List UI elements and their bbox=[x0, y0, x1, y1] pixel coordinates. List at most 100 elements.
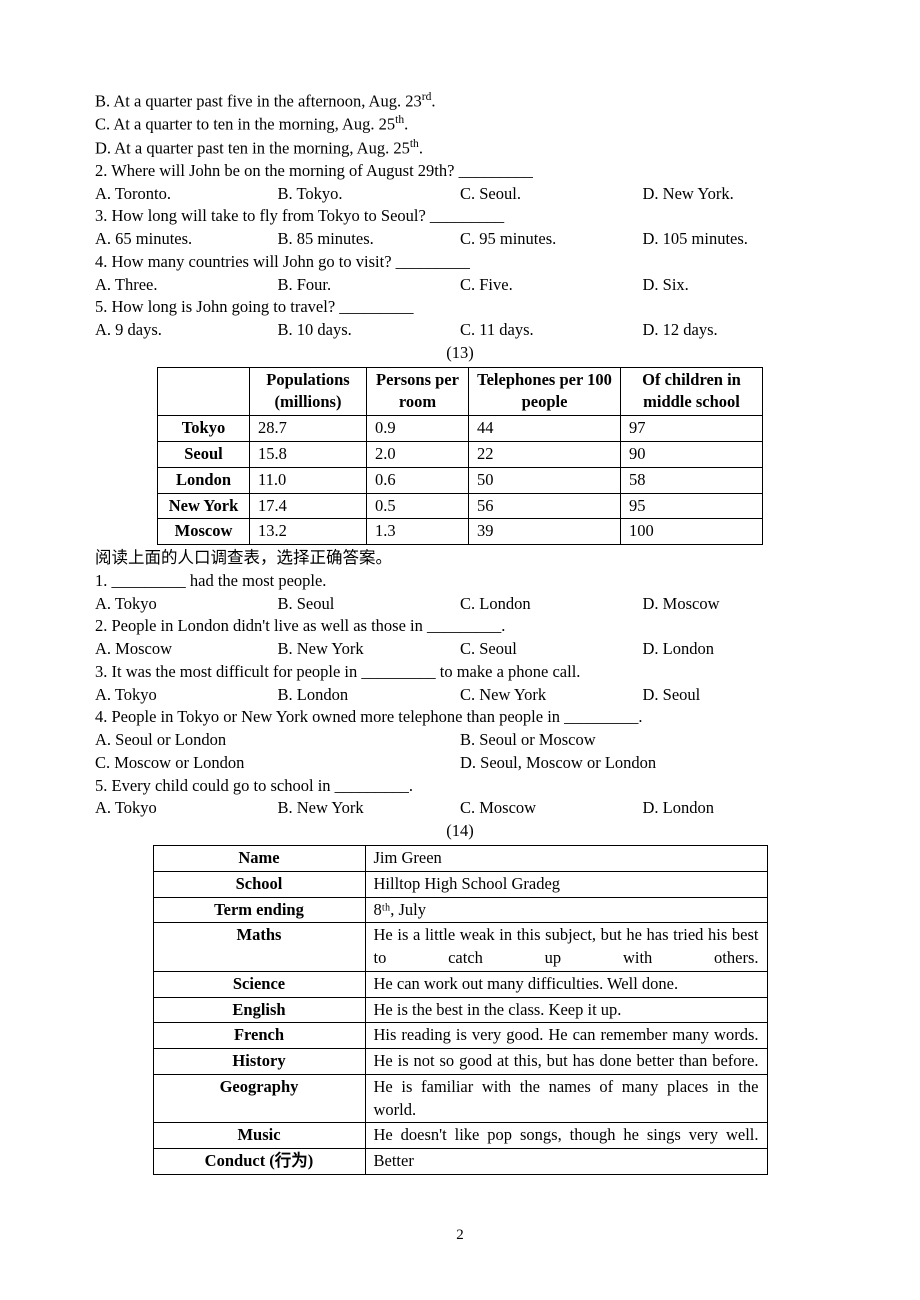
q4-a: A. Three. bbox=[95, 274, 278, 297]
l: Science bbox=[153, 971, 365, 997]
intro-opt-c: C. At a quarter to ten in the morning, A… bbox=[95, 113, 825, 136]
intro-opt-b: B. At a quarter past five in the afterno… bbox=[95, 90, 825, 113]
c: 13.2 bbox=[250, 519, 367, 545]
sec13-heading: (13) bbox=[95, 342, 825, 365]
b: B. London bbox=[278, 684, 461, 707]
table-row: FrenchHis reading is very good. He can r… bbox=[153, 1023, 767, 1049]
c: 97 bbox=[621, 416, 763, 442]
h3: Telephones per 100 people bbox=[469, 367, 621, 416]
c: 56 bbox=[469, 493, 621, 519]
q3-options: A. 65 minutes. B. 85 minutes. C. 95 minu… bbox=[95, 228, 825, 251]
c: Seoul bbox=[158, 441, 250, 467]
table-row: HistoryHe is not so good at this, but ha… bbox=[153, 1049, 767, 1075]
c: 90 bbox=[621, 441, 763, 467]
b: B. Seoul or Moscow bbox=[460, 729, 825, 752]
h2: Persons per room bbox=[367, 367, 469, 416]
s13-q4: 4. People in Tokyo or New York owned mor… bbox=[95, 706, 825, 729]
c: 44 bbox=[469, 416, 621, 442]
s13-q2-opts: A. Moscow B. New York C. Seoul D. London bbox=[95, 638, 825, 661]
c: 39 bbox=[469, 519, 621, 545]
a: A. Tokyo bbox=[95, 684, 278, 707]
v: Better bbox=[365, 1149, 767, 1175]
table-row: Populations (millions) Persons per room … bbox=[158, 367, 763, 416]
l: Geography bbox=[153, 1074, 365, 1123]
q3-c: C. 95 minutes. bbox=[460, 228, 643, 251]
l: English bbox=[153, 997, 365, 1023]
l: Name bbox=[153, 846, 365, 872]
a: A. Tokyo bbox=[95, 797, 278, 820]
intro-opt-d: D. At a quarter past ten in the morning,… bbox=[95, 137, 825, 160]
c: Moscow bbox=[158, 519, 250, 545]
table-row: Moscow 13.2 1.3 39 100 bbox=[158, 519, 763, 545]
table-row: MathsHe is a little weak in this subject… bbox=[153, 923, 767, 972]
v: Hilltop High School Gradeg bbox=[365, 871, 767, 897]
c: 50 bbox=[469, 467, 621, 493]
l: History bbox=[153, 1049, 365, 1075]
c: 11.0 bbox=[250, 467, 367, 493]
q5-b: B. 10 days. bbox=[278, 319, 461, 342]
sup: th bbox=[395, 114, 404, 126]
s13-q1-opts: A. Tokyo B. Seoul C. London D. Moscow bbox=[95, 593, 825, 616]
l: Maths bbox=[153, 923, 365, 972]
table-row: Conduct (行为)Better bbox=[153, 1149, 767, 1175]
table-row: EnglishHe is the best in the class. Keep… bbox=[153, 997, 767, 1023]
s13-q3: 3. It was the most difficult for people … bbox=[95, 661, 825, 684]
c: 2.0 bbox=[367, 441, 469, 467]
a: A. Seoul or London bbox=[95, 729, 460, 752]
text: B. At a quarter past five in the afterno… bbox=[95, 92, 422, 111]
table-row: NameJim Green bbox=[153, 846, 767, 872]
table-row: London 11.0 0.6 50 58 bbox=[158, 467, 763, 493]
v: He is a little weak in this subject, but… bbox=[365, 923, 767, 972]
q2-a: A. Toronto. bbox=[95, 183, 278, 206]
c: 100 bbox=[621, 519, 763, 545]
q5-d: D. 12 days. bbox=[643, 319, 826, 342]
q4-b: B. Four. bbox=[278, 274, 461, 297]
c: 22 bbox=[469, 441, 621, 467]
q2-text: 2. Where will John be on the morning of … bbox=[95, 160, 825, 183]
table-row: Term ending8ᵗʰ, July bbox=[153, 897, 767, 923]
l: School bbox=[153, 871, 365, 897]
l: French bbox=[153, 1023, 365, 1049]
h4: Of children in middle school bbox=[621, 367, 763, 416]
d: D. Moscow bbox=[643, 593, 826, 616]
v: 8ᵗʰ, July bbox=[365, 897, 767, 923]
v: He is familiar with the names of many pl… bbox=[365, 1074, 767, 1123]
q5-c: C. 11 days. bbox=[460, 319, 643, 342]
v: He doesn't like pop songs, though he sin… bbox=[365, 1123, 767, 1149]
q2-b: B. Tokyo. bbox=[278, 183, 461, 206]
d: D. London bbox=[643, 638, 826, 661]
d: D. London bbox=[643, 797, 826, 820]
q4-c: C. Five. bbox=[460, 274, 643, 297]
q2-options: A. Toronto. B. Tokyo. C. Seoul. D. New Y… bbox=[95, 183, 825, 206]
q5-a: A. 9 days. bbox=[95, 319, 278, 342]
c: C. London bbox=[460, 593, 643, 616]
s13-q5: 5. Every child could go to school in ___… bbox=[95, 775, 825, 798]
text: D. At a quarter past ten in the morning,… bbox=[95, 138, 410, 157]
page-number: 2 bbox=[95, 1225, 825, 1246]
b: B. New York bbox=[278, 797, 461, 820]
q5-text: 5. How long is John going to travel? ___… bbox=[95, 296, 825, 319]
a: A. Moscow bbox=[95, 638, 278, 661]
v: He is the best in the class. Keep it up. bbox=[365, 997, 767, 1023]
d: D. Seoul bbox=[643, 684, 826, 707]
c: 15.8 bbox=[250, 441, 367, 467]
s13-q3-opts: A. Tokyo B. London C. New York D. Seoul bbox=[95, 684, 825, 707]
c: 28.7 bbox=[250, 416, 367, 442]
c: 0.9 bbox=[367, 416, 469, 442]
c: C. Moscow or London bbox=[95, 752, 460, 775]
b: B. New York bbox=[278, 638, 461, 661]
q2-d: D. New York. bbox=[643, 183, 826, 206]
sec13-instruction: 阅读上面的人口调查表，选择正确答案。 bbox=[95, 547, 825, 570]
sup: th bbox=[410, 138, 419, 150]
c: 0.5 bbox=[367, 493, 469, 519]
c: New York bbox=[158, 493, 250, 519]
q4-text: 4. How many countries will John go to vi… bbox=[95, 251, 825, 274]
c: 58 bbox=[621, 467, 763, 493]
table-row: Tokyo 28.7 0.9 44 97 bbox=[158, 416, 763, 442]
q3-a: A. 65 minutes. bbox=[95, 228, 278, 251]
table-row: MusicHe doesn't like pop songs, though h… bbox=[153, 1123, 767, 1149]
sup: rd bbox=[422, 91, 432, 103]
table-14: NameJim Green SchoolHilltop High School … bbox=[153, 845, 768, 1175]
l: Conduct (行为) bbox=[153, 1149, 365, 1175]
text: C. At a quarter to ten in the morning, A… bbox=[95, 115, 395, 134]
